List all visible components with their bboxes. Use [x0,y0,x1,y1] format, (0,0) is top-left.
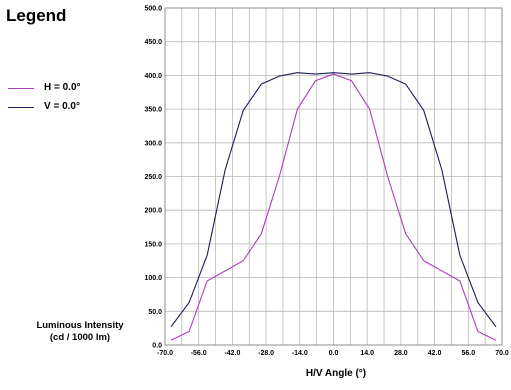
x-tick-label: 28.0 [394,350,408,357]
y-tick-label: 150.0 [144,241,162,248]
x-tick-label: -14.0 [292,350,308,357]
legend-item-h: H = 0.0° [8,82,128,96]
plot-frame [164,7,503,346]
series-line-h [170,73,497,341]
x-tick-label: -42.0 [224,350,240,357]
y-tick-label: 100.0 [144,275,162,282]
x-tick-label: 42.0 [428,350,442,357]
y-tick-label: 200.0 [144,208,162,215]
legend-label-v: V = 0.0° [44,101,80,112]
x-tick-label: 14.0 [360,350,374,357]
legend-swatch-v [8,107,34,108]
x-tick-label: -28.0 [258,350,274,357]
y-axis-label-line1: Luminous Intensity [36,320,124,331]
legend-label-h: H = 0.0° [44,82,81,93]
x-tick-label: -56.0 [191,350,207,357]
y-tick-label: 400.0 [144,73,162,80]
y-tick-label: 250.0 [144,174,162,181]
legend-item-v: V = 0.0° [8,101,128,115]
y-tick-label: 50.0 [148,309,162,316]
y-axis-label-line2: (cd / 1000 lm) [49,332,111,343]
x-axis-label: H/V Angle (°) [305,368,367,379]
legend-swatch-h [8,88,34,89]
legend-title: Legend [6,6,67,25]
y-tick-label: 0.0 [152,343,162,350]
series-line-v [170,72,497,328]
y-tick-label: 350.0 [144,107,162,114]
x-tick-label: 70.0 [495,350,509,357]
x-tick-label: 56.0 [461,350,475,357]
x-tick-label: 0.0 [329,350,339,357]
x-tick-label: -70.0 [157,350,173,357]
y-axis-label: Luminous Intensity (cd / 1000 lm) [20,320,140,344]
y-tick-label: 450.0 [144,39,162,46]
y-tick-label: 500.0 [144,6,162,13]
y-tick-label: 300.0 [144,140,162,147]
